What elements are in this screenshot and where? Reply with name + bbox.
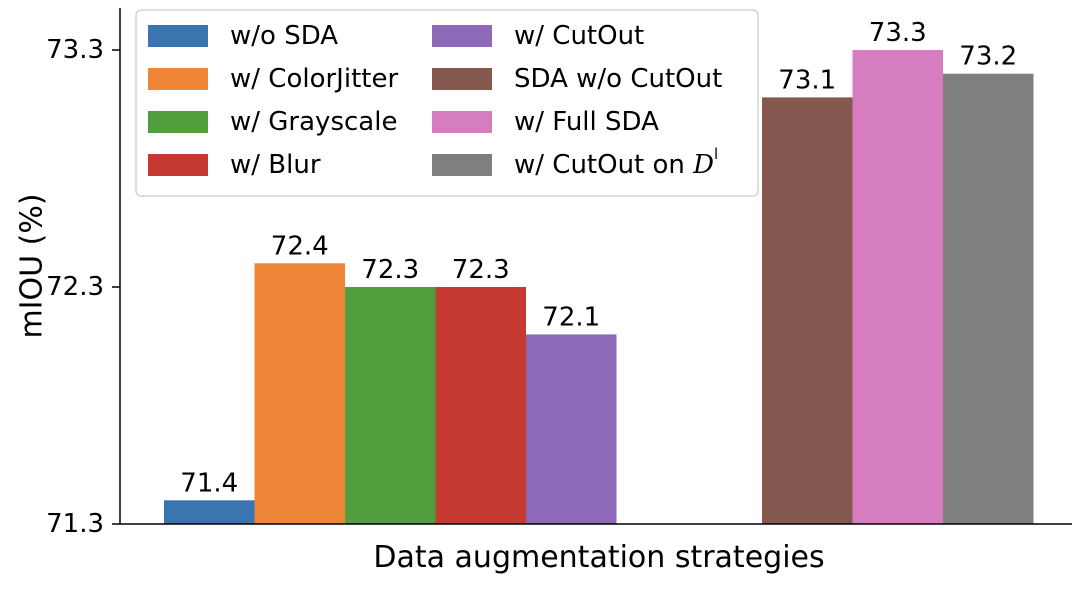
- bar-value-label-1: 72.4: [271, 231, 329, 261]
- legend-label-0: w/o SDA: [230, 21, 338, 51]
- bar-6: [852, 50, 943, 524]
- legend-swatch-5: [432, 68, 492, 90]
- legend-swatch-4: [432, 25, 492, 47]
- bar-value-label-6: 73.3: [869, 18, 927, 48]
- legend-label-3: w/ Blur: [230, 150, 321, 180]
- legend-label-1: w/ ColorJitter: [230, 64, 398, 94]
- bar-7: [943, 73, 1034, 524]
- bar-1: [254, 263, 345, 524]
- legend-swatch-7: [432, 154, 492, 176]
- legend-label-2: w/ Grayscale: [230, 107, 397, 137]
- bar-value-label-7: 73.2: [959, 42, 1017, 72]
- bar-value-label-3: 72.3: [452, 255, 510, 285]
- bar-value-label-2: 72.3: [361, 255, 419, 285]
- y-ticks-layer: 71.3 72.3 73.3: [46, 35, 120, 539]
- data-labels-layer: 71.4 72.4 72.3 72.3 72.1 73.1 73.3 73.2: [180, 18, 1017, 498]
- y-tick-label-2: 73.3: [46, 35, 104, 65]
- legend: w/o SDA w/ ColorJitter w/ Grayscale w/ Blur…: [135, 9, 759, 197]
- bars-layer: [164, 50, 1034, 525]
- bar-0: [164, 500, 255, 524]
- legend-label-4: w/ CutOut: [514, 21, 644, 51]
- legend-swatch-0: [148, 25, 208, 47]
- bar-3: [435, 287, 526, 524]
- y-tick-label-1: 72.3: [46, 272, 104, 302]
- y-tick-label-0: 71.3: [46, 509, 104, 539]
- bar-value-label-0: 71.4: [180, 468, 238, 498]
- legend-frame: [135, 9, 759, 197]
- x-axis-label: Data augmentation strategies: [373, 540, 824, 575]
- y-axis-label: mIOU (%): [15, 193, 50, 338]
- legend-label-6: w/ Full SDA: [514, 107, 659, 137]
- bar-2: [345, 287, 436, 524]
- bar-value-label-5: 73.1: [778, 65, 836, 95]
- legend-label-7: w/ CutOut on Dl: [514, 145, 718, 180]
- legend-swatch-1: [148, 68, 208, 90]
- legend-swatch-6: [432, 111, 492, 133]
- bar-5: [762, 97, 853, 525]
- bar-4: [526, 334, 617, 524]
- legend-swatch-3: [148, 154, 208, 176]
- bar-value-label-4: 72.1: [542, 302, 600, 332]
- axes-layer: [119, 8, 1072, 525]
- legend-swatch-2: [148, 111, 208, 133]
- legend-label-5: SDA w/o CutOut: [514, 64, 722, 94]
